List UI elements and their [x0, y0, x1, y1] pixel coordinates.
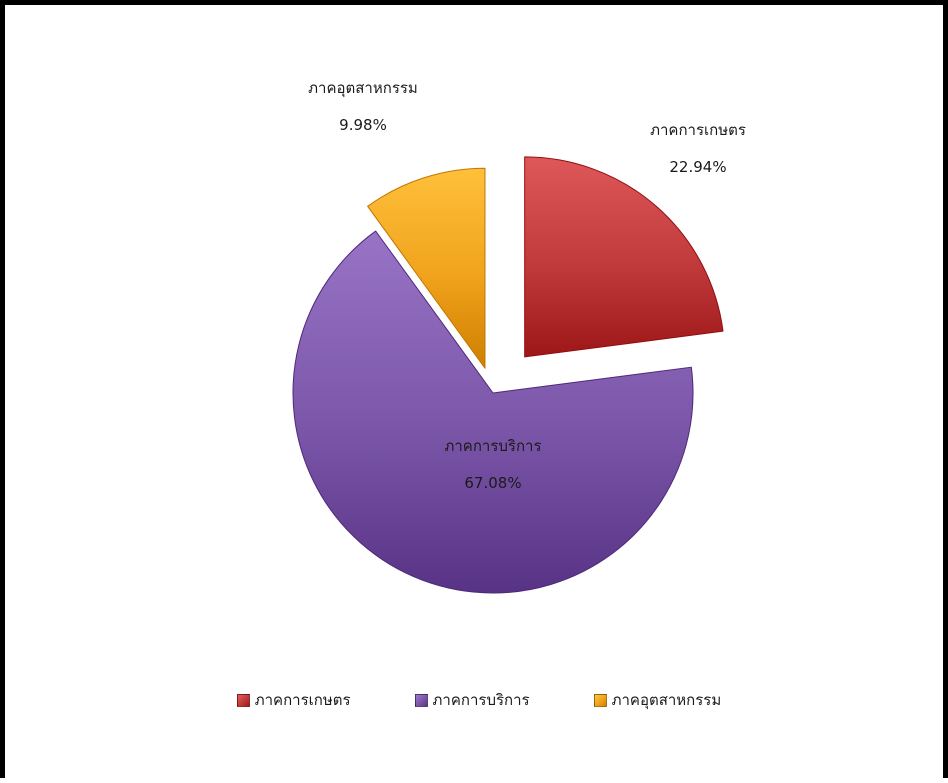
labels-layer: ภาคการเกษตร 22.94% ภาคการบริการ 67.08% ภาคอุ…	[308, 79, 746, 492]
slice-label-agriculture: ภาคการเกษตร	[650, 121, 746, 139]
legend-label-industry: ภาคอุตสาหกรรม	[611, 691, 722, 709]
slice-value-industry: 9.98%	[339, 116, 387, 134]
slice-label-services: ภาคการบริการ	[444, 437, 541, 455]
legend-swatch-services	[414, 693, 428, 707]
legend-label-agriculture: ภาคการเกษตร	[254, 691, 351, 709]
legend-item-services: ภาคการบริการ	[414, 688, 530, 712]
legend: ภาคการเกษตร ภาคการบริการ ภาคอุตสาหกรรม	[5, 688, 948, 712]
slices-layer	[292, 156, 724, 594]
legend-label-services: ภาคการบริการ	[432, 691, 530, 709]
legend-item-agriculture: ภาคการเกษตร	[236, 688, 351, 712]
slice-value-agriculture: 22.94%	[669, 158, 726, 176]
pie-slice-services	[292, 230, 694, 594]
pie-slice-industry	[367, 167, 486, 369]
slice-label-industry: ภาคอุตสาหกรรม	[308, 79, 418, 98]
pie-chart: ภาคการเกษตร 22.94% ภาคการบริการ 67.08% ภาคอุ…	[292, 79, 746, 594]
legend-swatch-industry	[593, 693, 607, 707]
slice-value-services: 67.08%	[464, 474, 521, 492]
pie-slice-agriculture	[524, 156, 724, 358]
legend-swatch-agriculture	[236, 693, 250, 707]
legend-item-industry: ภาคอุตสาหกรรม	[593, 688, 722, 712]
